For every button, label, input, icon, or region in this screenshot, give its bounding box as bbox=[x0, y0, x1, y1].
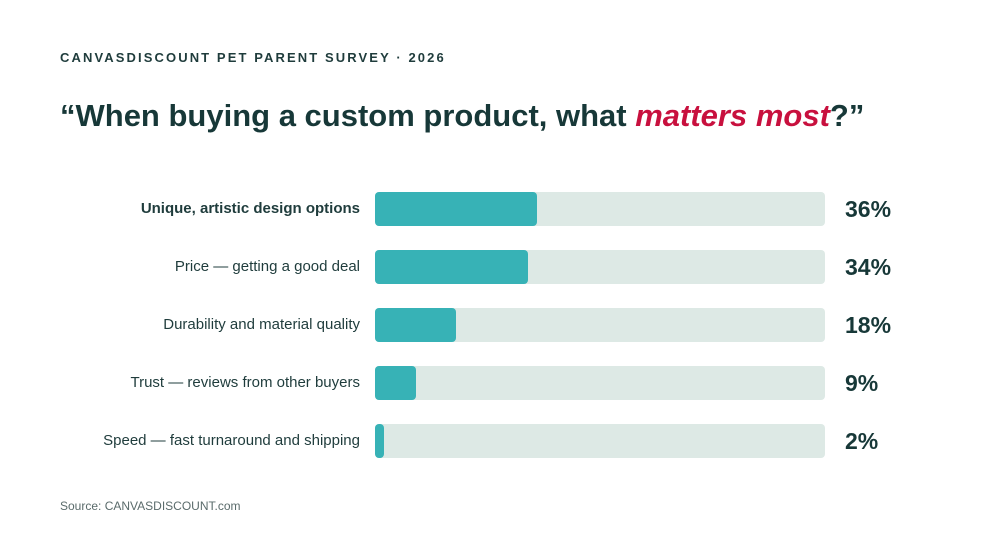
bar bbox=[375, 192, 537, 226]
survey-kicker: CANVASDISCOUNT PET PARENT SURVEY · 2026 bbox=[60, 50, 446, 65]
bar-label: Unique, artistic design options bbox=[140, 200, 360, 217]
bar-value-label: 36% bbox=[845, 196, 892, 222]
bar bbox=[375, 424, 384, 458]
bar bbox=[375, 308, 456, 342]
bar-track bbox=[375, 308, 825, 342]
bar bbox=[375, 366, 416, 400]
title-text-start: “When buying a custom product, what bbox=[60, 98, 636, 133]
bar-track bbox=[375, 192, 825, 226]
bar bbox=[375, 250, 528, 284]
page-title: “When buying a custom product, what matt… bbox=[60, 98, 864, 134]
source-note: Source: CANVASDISCOUNT.com bbox=[60, 499, 241, 513]
bar-value-label: 9% bbox=[845, 370, 879, 396]
bar-label: Price — getting a good deal bbox=[174, 258, 360, 275]
bar-track bbox=[375, 424, 825, 458]
bar-label: Trust — reviews from other buyers bbox=[130, 374, 360, 391]
bar-value-label: 18% bbox=[845, 312, 892, 338]
bar-track bbox=[375, 366, 825, 400]
title-accent: matters most bbox=[635, 98, 830, 133]
bar-value-label: 34% bbox=[845, 254, 892, 280]
bar-label: Speed — fast turnaround and shipping bbox=[103, 432, 360, 449]
bar-label: Durability and material quality bbox=[163, 316, 360, 333]
bar-value-label: 2% bbox=[845, 428, 879, 454]
title-text-end: ?” bbox=[829, 98, 865, 133]
bar-track bbox=[375, 250, 825, 284]
